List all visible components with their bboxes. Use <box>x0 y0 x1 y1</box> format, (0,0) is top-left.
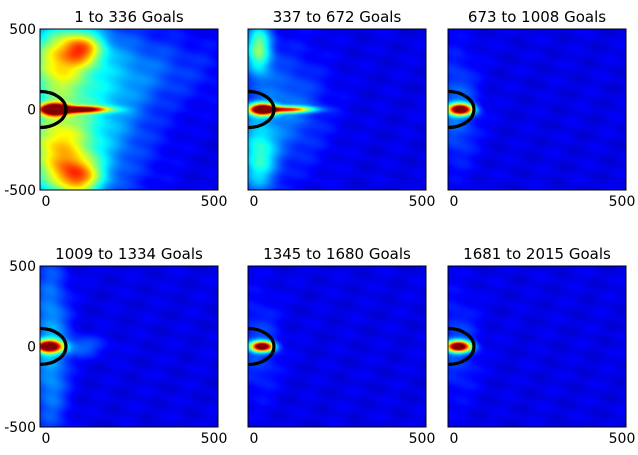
y-tick-label: 500 <box>9 259 36 275</box>
goal-arc <box>39 89 68 130</box>
x-tick-label: 500 <box>201 431 228 447</box>
heatmap-image <box>40 29 218 190</box>
y-tick-label: 0 <box>27 340 36 356</box>
y-tick-label: -500 <box>4 183 36 199</box>
heatmap-image <box>448 266 626 427</box>
x-tick-label: 0 <box>450 431 459 447</box>
x-tick-label: 0 <box>250 431 259 447</box>
panel-frame <box>39 28 219 191</box>
x-tick-label: 500 <box>409 194 436 210</box>
heatmap-image <box>40 266 218 427</box>
x-tick-label: 500 <box>201 194 228 210</box>
x-tick-label: 500 <box>609 431 636 447</box>
goal-arc <box>447 89 476 130</box>
x-tick-label: 500 <box>409 431 436 447</box>
x-tick-label: 0 <box>450 194 459 210</box>
panel-title: 1 to 336 Goals <box>74 8 184 26</box>
heatmap-panel: 1009 to 1334 Goals 0 500 500 0 -500 <box>4 245 227 447</box>
heatmap-image <box>448 29 626 190</box>
y-tick-label: 500 <box>9 22 36 38</box>
heatmap-panel: 1 to 336 Goals 0 500 500 0 -500 <box>4 8 227 210</box>
y-tick-label: 0 <box>27 103 36 119</box>
heatmap-panel: 337 to 672 Goals 0 500 <box>247 8 436 210</box>
panel-frame <box>247 265 427 428</box>
goal-arc <box>247 326 276 367</box>
x-tick-label: 500 <box>609 194 636 210</box>
goal-arc <box>447 326 476 367</box>
heatmap-image <box>248 29 426 190</box>
panel-frame <box>247 28 427 191</box>
panel-frame <box>447 28 627 191</box>
x-tick-label: 0 <box>250 194 259 210</box>
panel-title: 1009 to 1334 Goals <box>55 245 203 263</box>
panel-title: 1681 to 2015 Goals <box>463 245 611 263</box>
heatmap-panel: 1345 to 1680 Goals 0 500 <box>247 245 436 447</box>
goal-arc <box>39 326 68 367</box>
panel-title: 337 to 672 Goals <box>273 8 402 26</box>
heatmap-panel: 1681 to 2015 Goals 0 500 <box>447 245 636 447</box>
panel-frame <box>39 265 219 428</box>
heatmap-panel: 673 to 1008 Goals 0 500 <box>447 8 636 210</box>
y-tick-label: -500 <box>4 420 36 436</box>
heatmap-image <box>248 266 426 427</box>
panel-title: 1345 to 1680 Goals <box>263 245 411 263</box>
x-tick-label: 0 <box>42 431 51 447</box>
goal-arc <box>247 89 276 130</box>
x-tick-label: 0 <box>42 194 51 210</box>
panel-frame <box>447 265 627 428</box>
panel-title: 673 to 1008 Goals <box>468 8 606 26</box>
